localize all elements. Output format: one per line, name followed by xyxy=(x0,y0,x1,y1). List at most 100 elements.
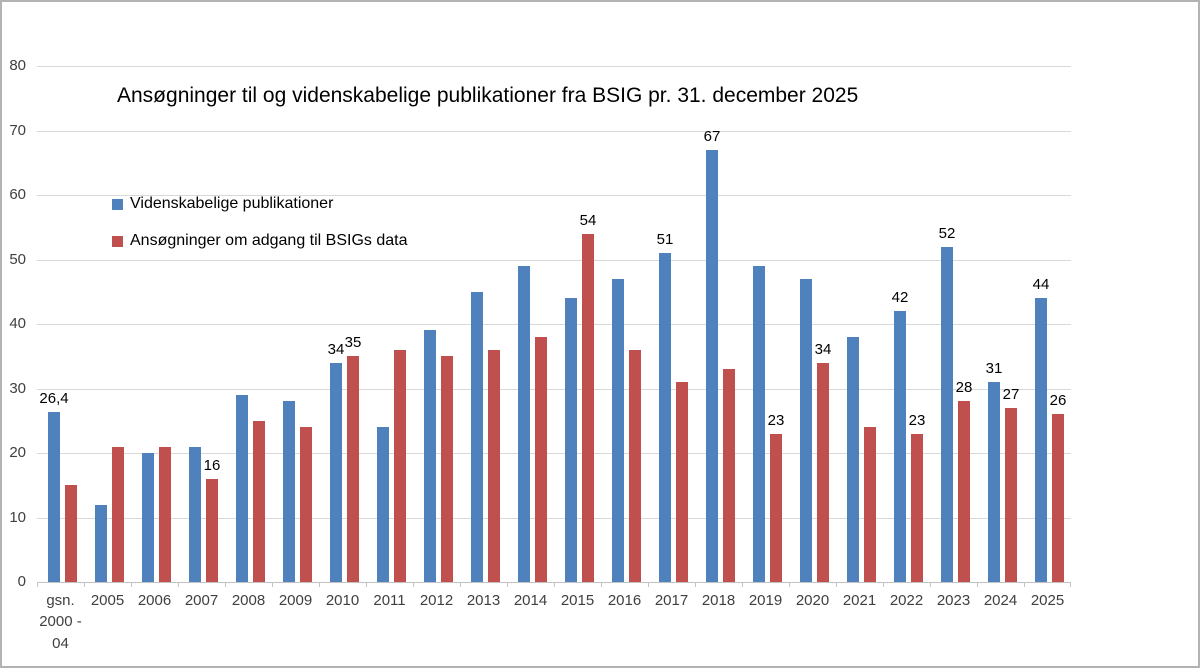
applications-bar xyxy=(206,478,218,582)
x-axis-tick xyxy=(554,582,555,587)
applications-bar xyxy=(347,356,359,582)
x-axis-category-label: 2020 xyxy=(795,592,830,609)
gridline xyxy=(37,453,1071,454)
category-group: 52 28 2023 xyxy=(930,66,977,609)
applications-bar xyxy=(911,433,923,582)
category-group: 2013 xyxy=(460,66,507,609)
x-axis-category-label: 2021 xyxy=(842,592,877,609)
category-group: 2009 xyxy=(272,66,319,609)
bar-value-label: 23 xyxy=(767,411,785,429)
applications-bar xyxy=(394,349,406,582)
x-axis-tick xyxy=(648,582,649,587)
category-group: 34 35 2010 xyxy=(319,66,366,609)
bar-value-label: 34 xyxy=(814,340,832,358)
x-axis-tick xyxy=(695,582,696,587)
y-axis-tick-label: 30 xyxy=(9,379,26,397)
applications-bar xyxy=(159,446,171,582)
category-group: 54 2015 xyxy=(554,66,601,609)
gridline xyxy=(37,195,1071,196)
category-group: 2008 xyxy=(225,66,272,609)
x-axis-category-label: 2014 xyxy=(513,592,548,609)
applications-bar xyxy=(958,401,970,582)
category-group: 2006 xyxy=(131,66,178,609)
legend-label-publikationer: Videnskabelige publikationer xyxy=(130,195,334,212)
x-axis-category-label: 2010 xyxy=(325,592,360,609)
bar-value-label: 44 xyxy=(1032,276,1050,294)
publications-bar xyxy=(894,311,906,582)
bar-value-label: 54 xyxy=(579,211,597,229)
plot-area: 0 10 20 30 40 50 60 70 80 26,4 gsn. 2000 - 04 2005 2… xyxy=(9,57,1071,652)
bar-value-label: 26 xyxy=(1049,392,1067,410)
category-group: 34 2020 xyxy=(789,66,836,609)
publications-bar xyxy=(142,453,154,582)
bar-value-label: 23 xyxy=(908,411,926,429)
y-axis-tick-label: 50 xyxy=(9,250,26,268)
x-axis-tick xyxy=(84,582,85,587)
bar-value-label: 34 xyxy=(327,340,345,358)
y-axis-tick-label: 40 xyxy=(9,315,26,332)
category-group: 2011 xyxy=(366,66,413,609)
gridline xyxy=(37,259,1071,261)
publications-bar xyxy=(330,362,342,582)
x-axis-tick xyxy=(131,582,132,587)
applications-bar xyxy=(1005,407,1017,582)
x-axis-tick xyxy=(507,582,508,587)
gridline xyxy=(37,130,1071,132)
category-group: 2005 xyxy=(84,66,131,609)
x-axis-tick xyxy=(1024,582,1025,587)
applications-bar xyxy=(582,233,594,582)
bar-value-label: 26,4 xyxy=(39,389,69,407)
y-axis-tick-label: 0 xyxy=(17,573,26,590)
y-axis-tick-label: 60 xyxy=(9,186,26,203)
x-axis-tick xyxy=(836,582,837,587)
category-group: 44 26 2025 xyxy=(1024,66,1071,609)
applications-bar xyxy=(441,356,453,582)
applications-bar xyxy=(629,349,641,582)
publications-bar xyxy=(377,427,389,582)
x-axis-tick xyxy=(977,582,978,587)
publications-bar xyxy=(847,336,859,582)
category-group: 23 2019 xyxy=(742,66,789,609)
publications-bar xyxy=(753,265,765,582)
publications-bar xyxy=(659,253,671,582)
applications-bar xyxy=(535,336,547,582)
gridline xyxy=(37,324,1071,325)
applications-bar xyxy=(300,427,312,582)
applications-bar xyxy=(253,420,265,582)
x-axis-category-label: 2013 xyxy=(466,592,501,609)
y-axis-tick-label: 20 xyxy=(9,444,26,461)
x-axis-tick xyxy=(178,582,179,587)
publications-bar xyxy=(800,278,812,582)
x-axis-category-label: 2022 xyxy=(889,592,924,609)
x-axis-category-label: 2012 xyxy=(419,592,454,609)
x-axis-category-label: 2008 xyxy=(231,592,266,609)
chart-title: Ansøgninger til og videnskabelige publik… xyxy=(117,84,859,107)
bar-value-label: 16 xyxy=(203,456,221,474)
category-group: 67 2018 xyxy=(695,66,742,609)
bar-value-label: 52 xyxy=(938,224,956,242)
x-axis-category-label: 2009 xyxy=(278,592,313,609)
bar-value-label: 42 xyxy=(891,289,909,307)
publications-bar xyxy=(189,446,201,582)
x-axis-tick xyxy=(366,582,367,587)
publications-bar xyxy=(612,278,624,582)
publications-bar xyxy=(236,394,248,582)
x-axis-category-label: 2018 xyxy=(701,592,736,609)
publications-bar xyxy=(48,411,60,582)
category-group: 26,4 gsn. 2000 - 04 xyxy=(37,66,84,652)
gridline xyxy=(37,66,1071,67)
x-axis-category-label: 2006 xyxy=(137,592,172,609)
x-axis-tick xyxy=(272,582,273,587)
applications-bar xyxy=(65,485,77,582)
x-axis-tick xyxy=(37,582,38,587)
publications-bar xyxy=(988,382,1000,582)
x-axis-category-label: 2024 xyxy=(983,592,1018,609)
legend-item-ansoegninger: Ansøgninger om adgang til BSIGs data xyxy=(112,232,408,249)
y-axis-tick-label: 10 xyxy=(9,508,26,526)
x-axis-tick xyxy=(1070,582,1071,587)
category-group: 51 2017 xyxy=(648,66,695,609)
applications-bar xyxy=(488,349,500,582)
category-group: 42 23 2022 xyxy=(883,66,930,609)
category-group: 31 27 2024 xyxy=(977,66,1024,609)
category-group: 16 2007 xyxy=(178,66,225,609)
